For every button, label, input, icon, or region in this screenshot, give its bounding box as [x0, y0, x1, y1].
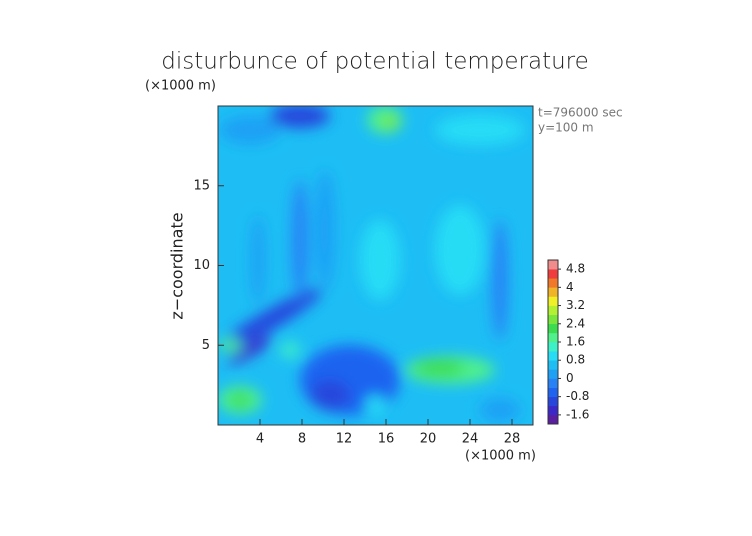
colorbar-tick-label: 0.8	[566, 353, 585, 367]
colorbar-swatch	[548, 387, 558, 397]
colorbar-swatch	[548, 260, 558, 270]
colorbar-tick-label: -1.6	[566, 407, 589, 421]
annotation: y=100 m	[538, 121, 594, 135]
y-axis-label: z−coordinate	[168, 212, 187, 319]
colorbar-swatch	[548, 360, 558, 370]
x-tick-label: 24	[462, 432, 479, 447]
chart-title: disturbunce of potential temperature	[161, 49, 589, 75]
y-unit-label: (×1000 m)	[145, 79, 216, 94]
colorbar-swatch	[548, 342, 558, 352]
x-unit-label: (×1000 m)	[465, 449, 536, 464]
colorbar-swatch	[548, 396, 558, 407]
x-tick-label: 16	[378, 432, 395, 447]
colorbar-tick-label: 4	[566, 280, 574, 294]
colorbar-tick-label: 1.6	[566, 335, 585, 349]
colorbar-swatch	[548, 305, 558, 315]
colorbar-swatch	[548, 414, 558, 425]
x-tick-label: 20	[420, 432, 437, 447]
y-tick-label: 5	[202, 338, 210, 353]
y-tick-label: 15	[193, 178, 210, 193]
annotation: t=796000 sec	[538, 106, 623, 120]
colorbar-tick-label: 3.2	[566, 298, 585, 312]
colorbar-swatch	[548, 351, 558, 361]
colorbar-tick-label: 4.8	[566, 262, 585, 276]
contour-field	[218, 106, 533, 425]
x-tick-label: 12	[336, 432, 353, 447]
x-tick-label: 8	[298, 432, 306, 447]
colorbar-swatch	[548, 314, 558, 325]
colorbar-swatch	[548, 323, 558, 334]
colorbar-swatch	[548, 278, 558, 288]
colorbar-swatch	[548, 269, 558, 279]
colorbar-swatch	[548, 405, 558, 416]
colorbar-swatch	[548, 332, 558, 343]
colorbar-swatch	[548, 296, 558, 306]
colorbar-tick-label: 0	[566, 371, 574, 385]
colorbar-swatch	[548, 287, 558, 297]
colorbar-swatch	[548, 378, 558, 388]
x-tick-label: 28	[504, 432, 521, 447]
colorbar-tick-label: 2.4	[566, 316, 585, 330]
colorbar-swatch	[548, 369, 558, 379]
colorbar-tick-label: -0.8	[566, 389, 589, 403]
x-tick-label: 4	[256, 432, 264, 447]
y-tick-label: 10	[193, 258, 210, 273]
